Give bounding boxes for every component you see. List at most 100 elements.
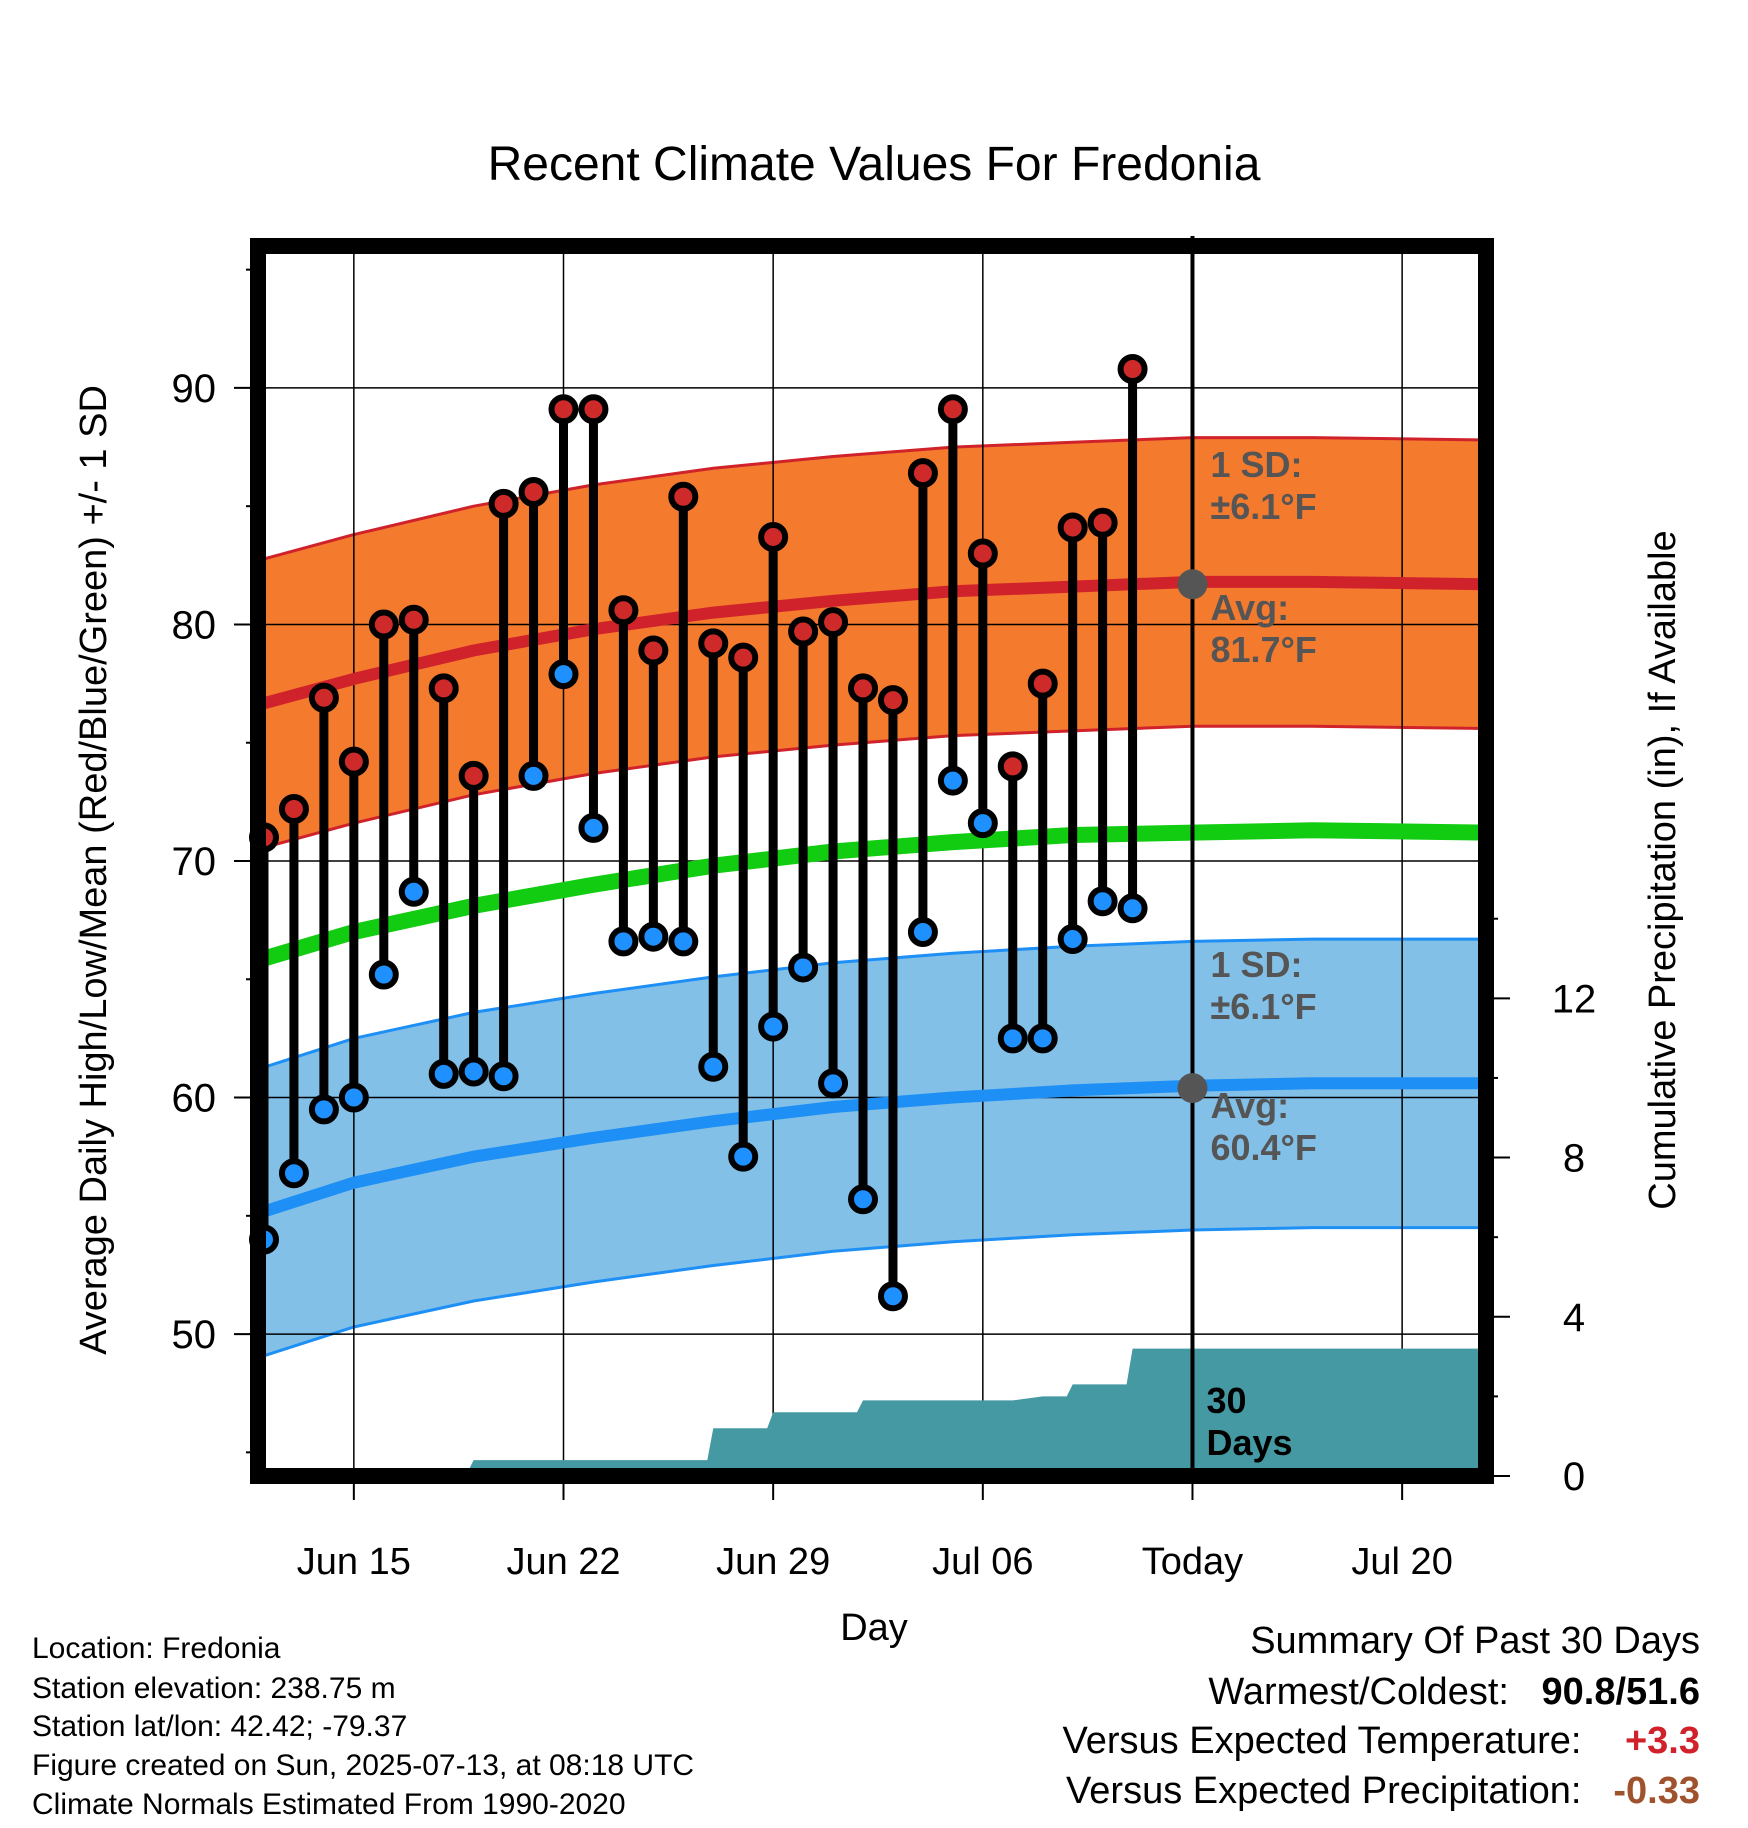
annotations: 1 SD: ±6.1°F Avg: 81.7°F 1 SD: ±6.1°F Avg: 60.4… (1177, 444, 1317, 1463)
daily-low-point (338, 1082, 369, 1113)
daily-high-point (967, 538, 998, 569)
y-axis-label: Average Daily High/Low/Mean (Red/Blue/Gr… (73, 385, 115, 1355)
x-tick-label: Jul 06 (932, 1541, 1033, 1583)
x-tick-label: Jun 29 (716, 1541, 830, 1583)
high-sd-upper-edge (258, 436, 1486, 563)
daily-high-point (488, 488, 519, 519)
precip-label: Versus Expected Precipitation: (1066, 1770, 1582, 1812)
daily-high-point (1087, 507, 1118, 538)
precip-row: Versus Expected Precipitation: -0.33 (1066, 1770, 1700, 1813)
daily-low-point (278, 1158, 309, 1189)
precipitation-layer (263, 1348, 1486, 1476)
daily-low-point (518, 760, 549, 791)
daily-low-point (458, 1056, 489, 1087)
daily-high-point (1117, 354, 1148, 384)
low-sd-annotation: 1 SD: ±6.1°F (1210, 944, 1316, 1027)
y2-tick-label: 4 (1563, 1296, 1585, 1340)
daily-high-point (518, 477, 549, 507)
low-avg-annotation: Avg: 60.4°F (1210, 1085, 1316, 1168)
today-low-avg-marker (1177, 1073, 1208, 1104)
daily-high-point (608, 595, 639, 626)
daily-high-point (338, 746, 369, 777)
daily-high-point (877, 685, 908, 716)
daily-high-point (638, 635, 669, 666)
low-sd-lower-edge (258, 1226, 1486, 1360)
y-tick-label: 90 (172, 367, 217, 411)
y-tick-label: 50 (172, 1313, 217, 1357)
daily-low-point (548, 659, 579, 690)
low-sd-band (258, 939, 1486, 1358)
daily-low-point (578, 812, 609, 843)
y2-tick-label: 0 (1563, 1455, 1585, 1499)
daily-low-point (907, 916, 938, 947)
daily-high-point (398, 604, 429, 635)
x-tick-label: Jul 20 (1351, 1541, 1452, 1583)
daily-high-point (818, 607, 849, 638)
daily-low-point (1117, 893, 1148, 924)
normal-high-line (258, 575, 1486, 711)
daily-low-point (728, 1141, 759, 1172)
daily-low-point (1027, 1023, 1058, 1054)
axes: 50 60 70 80 90 0 4 8 12 Jun 15 Jun 22 Jun 29 Jul 06 T… (172, 268, 1597, 1583)
daily-low-point (368, 959, 399, 990)
daily-low-point (848, 1184, 879, 1215)
daily-high-point (278, 793, 309, 824)
daily-low-point (997, 1023, 1028, 1054)
created-text: Figure created on Sun, 2025-07-13, at 08… (32, 1749, 695, 1782)
daily-low-point (428, 1058, 459, 1089)
daily-low-point (308, 1094, 339, 1125)
daily-high-point (848, 673, 879, 704)
y2-tick-label: 12 (1552, 977, 1597, 1021)
daily-low-point (638, 921, 669, 952)
daily-range-stems (259, 369, 1138, 1297)
y2-tick-label: 8 (1563, 1137, 1585, 1181)
daily-low-point (967, 808, 998, 839)
precip-value: -0.33 (1613, 1770, 1700, 1812)
x-axis-label: Day (840, 1607, 908, 1649)
daily-high-point (728, 642, 759, 673)
daily-high-point (997, 751, 1028, 782)
y2-axis-label: Cumulative Precipitation (in), If Availa… (1642, 530, 1684, 1209)
cumulative-precip-area (263, 1348, 1486, 1476)
summary-title: Summary Of Past 30 Days (1250, 1620, 1700, 1662)
high-avg-annotation: Avg: 81.7°F (1210, 587, 1316, 670)
today-high-avg-marker (1177, 569, 1208, 600)
temp-value: +3.3 (1624, 1720, 1700, 1762)
elevation-text: Station elevation: 238.75 m (32, 1672, 396, 1705)
daily-low-point (1087, 886, 1118, 917)
daily-low-point (608, 926, 639, 957)
y-tick-label: 70 (172, 840, 217, 884)
warm-cold-value: 90.8/51.6 (1541, 1671, 1700, 1713)
warm-cold-row: Warmest/Coldest: 90.8/51.6 (1208, 1671, 1700, 1714)
x-tick-label: Jun 15 (297, 1541, 411, 1583)
temp-label: Versus Expected Temperature: (1062, 1720, 1582, 1762)
daily-low-point (877, 1281, 908, 1312)
daily-low-point (488, 1061, 519, 1092)
daily-high-point (758, 521, 789, 552)
x-tick-label: Jun 22 (506, 1541, 620, 1583)
normals-text: Climate Normals Estimated From 1990-2020 (32, 1788, 626, 1821)
x-tick-label: Today (1142, 1541, 1243, 1583)
daily-high-point (308, 682, 339, 713)
daily-low-point (758, 1011, 789, 1042)
daily-low-point (1057, 924, 1088, 955)
daily-high-point (578, 394, 609, 425)
daily-high-point (458, 760, 489, 791)
daily-high-point (937, 394, 968, 425)
daily-low-point (398, 876, 429, 907)
daily-high-point (1057, 512, 1088, 543)
chart-title: Recent Climate Values For Fredonia (488, 138, 1261, 191)
high-sd-annotation: 1 SD: ±6.1°F (1210, 444, 1316, 527)
y-tick-label: 60 (172, 1077, 217, 1121)
daily-high-point (668, 481, 699, 512)
daily-dots (248, 354, 1148, 1312)
y-tick-label: 80 (172, 603, 217, 647)
daily-low-point (788, 952, 819, 983)
latlon-text: Station lat/lon: 42.42; -79.37 (32, 1710, 408, 1743)
daily-low-point (698, 1051, 729, 1082)
warm-cold-label: Warmest/Coldest: (1208, 1671, 1509, 1713)
temp-row: Versus Expected Temperature: +3.3 (1063, 1720, 1700, 1763)
daily-low-point (818, 1068, 849, 1099)
daily-high-point (907, 458, 938, 489)
